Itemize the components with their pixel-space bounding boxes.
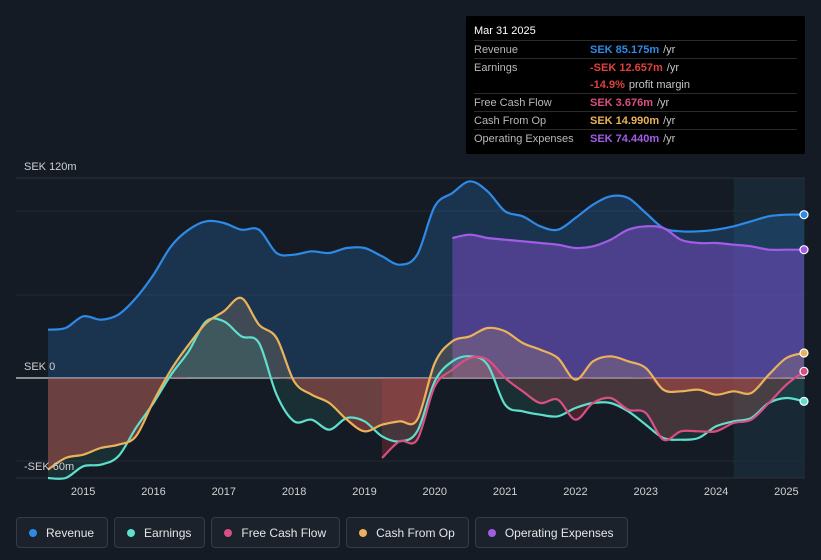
tooltip-row-earnings: Earnings -SEK 12.657m /yr bbox=[474, 58, 797, 76]
tooltip-row-cash-from-op: Cash From Op SEK 14.990m /yr bbox=[474, 111, 797, 129]
endpoint-earnings bbox=[800, 397, 808, 405]
legend-item-cash-from-op[interactable]: Cash From Op bbox=[346, 517, 469, 548]
x-tick-label: 2020 bbox=[423, 486, 447, 498]
legend-dot-icon bbox=[359, 529, 367, 537]
endpoint-free-cash-flow bbox=[800, 367, 808, 375]
tooltip-label: Earnings bbox=[474, 62, 590, 74]
tooltip-date: Mar 31 2025 bbox=[474, 22, 797, 40]
legend-label: Revenue bbox=[46, 526, 94, 540]
tooltip-value: SEK 85.175m bbox=[590, 44, 659, 56]
tooltip-row-free-cash-flow: Free Cash Flow SEK 3.676m /yr bbox=[474, 93, 797, 111]
tooltip-label: Free Cash Flow bbox=[474, 97, 590, 109]
legend-item-operating-expenses[interactable]: Operating Expenses bbox=[475, 517, 628, 548]
endpoint-revenue bbox=[800, 211, 808, 219]
legend-label: Free Cash Flow bbox=[241, 526, 326, 540]
endpoint-operating-expenses bbox=[800, 246, 808, 254]
x-tick-label: 2025 bbox=[774, 486, 798, 498]
legend-item-earnings[interactable]: Earnings bbox=[114, 517, 205, 548]
x-tick-label: 2017 bbox=[212, 486, 236, 498]
tooltip-row-operating-expenses: Operating Expenses SEK 74.440m /yr bbox=[474, 129, 797, 147]
legend-dot-icon bbox=[29, 529, 37, 537]
legend-item-revenue[interactable]: Revenue bbox=[16, 517, 108, 548]
legend: Revenue Earnings Free Cash Flow Cash Fro… bbox=[16, 517, 628, 548]
legend-label: Earnings bbox=[144, 526, 191, 540]
tooltip-panel: Mar 31 2025 Revenue SEK 85.175m /yr Earn… bbox=[466, 16, 805, 154]
tooltip-row-profit-margin: -14.9% profit margin bbox=[474, 76, 797, 93]
legend-label: Cash From Op bbox=[376, 526, 455, 540]
legend-dot-icon bbox=[488, 529, 496, 537]
legend-dot-icon bbox=[224, 529, 232, 537]
tooltip-unit: /yr bbox=[667, 62, 679, 74]
endpoint-cash-from-op bbox=[800, 349, 808, 357]
tooltip-unit: profit margin bbox=[629, 79, 690, 91]
tooltip-value: SEK 74.440m bbox=[590, 133, 659, 145]
tooltip-label: Revenue bbox=[474, 44, 590, 56]
x-tick-label: 2023 bbox=[634, 486, 658, 498]
x-axis-ticks: 2015 2016 2017 2018 2019 2020 2021 2022 2023 2024… bbox=[71, 486, 799, 498]
tooltip-value: SEK 3.676m bbox=[590, 97, 653, 109]
tooltip-label: Operating Expenses bbox=[474, 133, 590, 145]
tooltip-unit: /yr bbox=[663, 133, 675, 145]
x-tick-label: 2015 bbox=[71, 486, 95, 498]
series-areas bbox=[48, 181, 804, 479]
legend-dot-icon bbox=[127, 529, 135, 537]
tooltip-value: -14.9% bbox=[590, 79, 625, 91]
x-tick-label: 2024 bbox=[704, 486, 728, 498]
tooltip-unit: /yr bbox=[657, 97, 669, 109]
y-label-zero: SEK 0 bbox=[24, 361, 55, 373]
y-label-top: SEK 120m bbox=[24, 161, 77, 173]
tooltip-unit: /yr bbox=[663, 44, 675, 56]
x-tick-label: 2019 bbox=[352, 486, 376, 498]
x-tick-label: 2021 bbox=[493, 486, 517, 498]
tooltip-value: SEK 14.990m bbox=[590, 115, 659, 127]
legend-item-free-cash-flow[interactable]: Free Cash Flow bbox=[211, 517, 340, 548]
x-tick-label: 2016 bbox=[141, 486, 165, 498]
x-tick-label: 2018 bbox=[282, 486, 306, 498]
tooltip-label: Cash From Op bbox=[474, 115, 590, 127]
tooltip-value: -SEK 12.657m bbox=[590, 62, 663, 74]
tooltip-row-revenue: Revenue SEK 85.175m /yr bbox=[474, 40, 797, 58]
legend-label: Operating Expenses bbox=[505, 526, 614, 540]
y-label-bottom: -SEK 60m bbox=[24, 461, 74, 473]
x-tick-label: 2022 bbox=[563, 486, 587, 498]
tooltip-unit: /yr bbox=[663, 115, 675, 127]
